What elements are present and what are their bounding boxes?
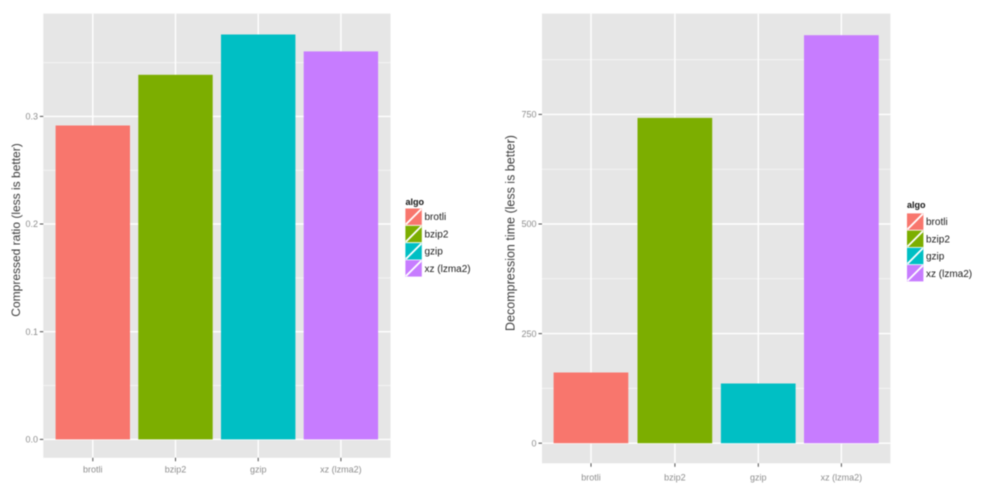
- svg-text:gzip: gzip: [750, 473, 767, 483]
- svg-text:brotli: brotli: [83, 465, 103, 475]
- svg-text:0.3: 0.3: [25, 112, 38, 122]
- svg-text:xz (lzma2): xz (lzma2): [926, 269, 972, 280]
- svg-text:bzip2: bzip2: [165, 465, 187, 475]
- svg-text:bzip2: bzip2: [664, 473, 686, 483]
- svg-text:0.2: 0.2: [25, 219, 38, 229]
- svg-text:xz (lzma2): xz (lzma2): [320, 465, 362, 475]
- svg-text:250: 250: [521, 329, 536, 339]
- svg-text:brotli: brotli: [425, 212, 447, 223]
- svg-text:xz (lzma2): xz (lzma2): [821, 473, 863, 483]
- svg-text:Decompression time (less is be: Decompression time (less is better): [504, 135, 518, 331]
- svg-text:algo: algo: [907, 200, 926, 210]
- svg-text:750: 750: [521, 110, 536, 120]
- svg-text:gzip: gzip: [250, 465, 267, 475]
- svg-text:brotli: brotli: [581, 473, 601, 483]
- svg-text:brotli: brotli: [926, 217, 948, 228]
- svg-text:bzip2: bzip2: [425, 229, 449, 240]
- svg-text:0.0: 0.0: [25, 435, 38, 445]
- svg-text:500: 500: [521, 219, 536, 229]
- svg-text:gzip: gzip: [926, 252, 945, 263]
- svg-text:xz (lzma2): xz (lzma2): [425, 264, 471, 275]
- svg-text:algo: algo: [406, 197, 425, 207]
- svg-text:bzip2: bzip2: [926, 234, 950, 245]
- svg-text:gzip: gzip: [425, 247, 444, 258]
- svg-text:0.1: 0.1: [25, 327, 38, 337]
- svg-text:0: 0: [531, 438, 536, 448]
- svg-text:Compressed ratio (less is bett: Compressed ratio (less is better): [9, 143, 23, 316]
